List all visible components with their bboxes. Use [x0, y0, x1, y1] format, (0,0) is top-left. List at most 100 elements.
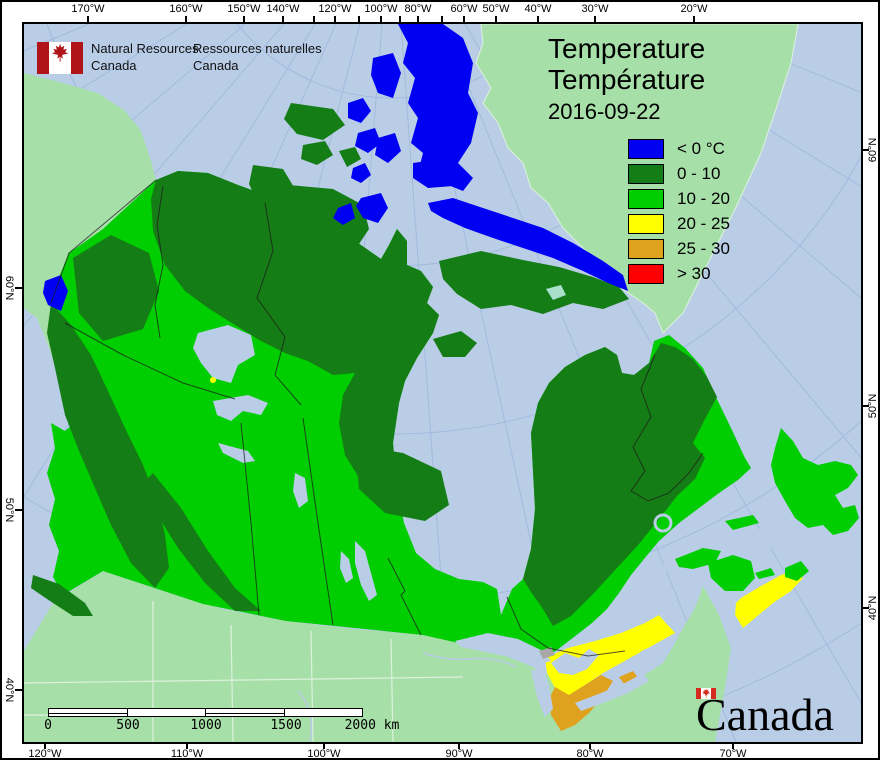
- interior-lakes: [193, 325, 673, 601]
- graticule-tick: [334, 16, 336, 22]
- map-title: Temperature Température 2016-09-22: [548, 33, 705, 126]
- scale-bar: [48, 708, 363, 717]
- graticule-tick: [417, 16, 419, 22]
- title-french: Température: [548, 64, 706, 95]
- no-data-patch: [539, 647, 555, 659]
- graticule-tick: [15, 689, 22, 691]
- great-lakes: [455, 633, 663, 717]
- legend-label: 0 - 10: [677, 163, 721, 183]
- queen-elizabeth-islands: [348, 98, 401, 183]
- graticule-tick: [693, 16, 695, 22]
- bc-coast-mountains: [47, 303, 169, 588]
- scale-label: 1000: [190, 718, 222, 733]
- graticule-label: 40°W: [524, 3, 552, 15]
- graticule-tick: [732, 743, 734, 749]
- legend-swatch: [628, 188, 664, 209]
- graticule-label: 50°N: [867, 393, 879, 419]
- graticule-tick: [87, 16, 89, 22]
- graticule-label: 80°W: [576, 748, 604, 760]
- dept-en-line1: Natural Resources: [91, 41, 199, 56]
- legend-label: 25 - 30: [677, 238, 730, 258]
- lake-winnipeg: [355, 541, 377, 601]
- scale-label: 1500: [270, 718, 302, 733]
- manicouagan-reservoir: [653, 513, 673, 533]
- canada-0-10c-regions: [31, 103, 717, 626]
- graticule-tick: [15, 287, 22, 289]
- graticule-tick: [589, 743, 591, 749]
- graticule-label: 60°W: [450, 3, 478, 15]
- yukon-highlands: [73, 235, 159, 341]
- ellesmere-island: [398, 24, 478, 191]
- scale-segment: [126, 708, 206, 717]
- legend-row: 25 - 30: [628, 236, 730, 261]
- lake-athabasca: [218, 443, 255, 463]
- nova-scotia-20-25c: [735, 571, 803, 628]
- vancouver-island: [31, 575, 93, 616]
- baffin-south: [439, 251, 629, 314]
- graticule-tick: [399, 16, 401, 22]
- nwt-warm-spot: [210, 377, 216, 383]
- graticule-tick: [594, 16, 596, 22]
- dept-en-line2: Canada: [91, 58, 137, 73]
- graticule-label: 110°W: [170, 748, 204, 760]
- legend-swatch: [628, 213, 664, 234]
- new-brunswick: [708, 555, 755, 591]
- graticule-label: 150°W: [227, 3, 261, 15]
- legend-swatch: [628, 263, 664, 284]
- scale-segment: [283, 708, 363, 717]
- axel-heiberg-island: [371, 53, 401, 98]
- legend-row: 10 - 20: [628, 186, 730, 211]
- graticule-label: 170°W: [71, 3, 105, 15]
- graticule-label: 40°N: [3, 677, 15, 703]
- graticule-tick: [358, 16, 360, 22]
- graticule-label: 90°W: [445, 748, 473, 760]
- legend-row: 20 - 25: [628, 211, 730, 236]
- graticule-label: 50°N: [3, 497, 15, 523]
- graticule-label: 50°W: [482, 3, 510, 15]
- graticule-tick: [537, 16, 539, 22]
- title-date: 2016-09-22: [548, 99, 661, 124]
- graticule-tick: [458, 743, 460, 749]
- legend-row: < 0 °C: [628, 136, 730, 161]
- graticule-label: 70°W: [719, 748, 747, 760]
- graticule-label: 30°W: [581, 3, 609, 15]
- scale-label: 2000 km: [344, 718, 400, 733]
- lake-winnipegosis: [340, 551, 353, 583]
- canada-flag-icon: [37, 42, 83, 74]
- devon-island: [413, 158, 461, 188]
- quebec-labrador: [523, 343, 717, 626]
- newfoundland-island: [771, 428, 859, 535]
- legend-label: 10 - 20: [677, 188, 730, 208]
- graticule-label: 80°W: [404, 3, 432, 15]
- baffin-north: [428, 198, 628, 291]
- legend-label: < 0 °C: [677, 138, 725, 158]
- dept-name-english: Natural Resources Canada: [91, 40, 199, 74]
- graticule-tick: [313, 16, 315, 22]
- graticule-tick: [862, 405, 869, 407]
- haida-gwaii: [58, 483, 73, 518]
- graticule-label: 60°N: [867, 137, 879, 163]
- wordmark-text: Canada: [696, 689, 834, 740]
- lake-ontario: [621, 649, 663, 671]
- graticule-label: 160°W: [169, 3, 203, 15]
- legend-swatch: [628, 138, 664, 159]
- arctic-islands-below-0c: [43, 24, 628, 311]
- banks-island: [249, 165, 295, 215]
- dept-fr-line2: Canada: [193, 58, 239, 73]
- legend-label: > 30: [677, 263, 711, 283]
- lake-superior: [455, 633, 551, 665]
- provincial-borders: [50, 179, 704, 657]
- reindeer-lake: [293, 473, 308, 508]
- anticosti-island: [725, 515, 759, 530]
- graticule-tick: [441, 16, 443, 22]
- scale-label: 500: [116, 718, 140, 733]
- lake-michigan: [531, 667, 553, 717]
- legend-swatch: [628, 238, 664, 259]
- graticule-label: 140°W: [266, 3, 300, 15]
- cape-breton: [785, 561, 809, 581]
- yukon-north: [153, 188, 213, 231]
- graticule-label: 100°W: [364, 3, 398, 15]
- graticule-label: 100°W: [307, 748, 341, 760]
- graticule-tick: [282, 16, 284, 22]
